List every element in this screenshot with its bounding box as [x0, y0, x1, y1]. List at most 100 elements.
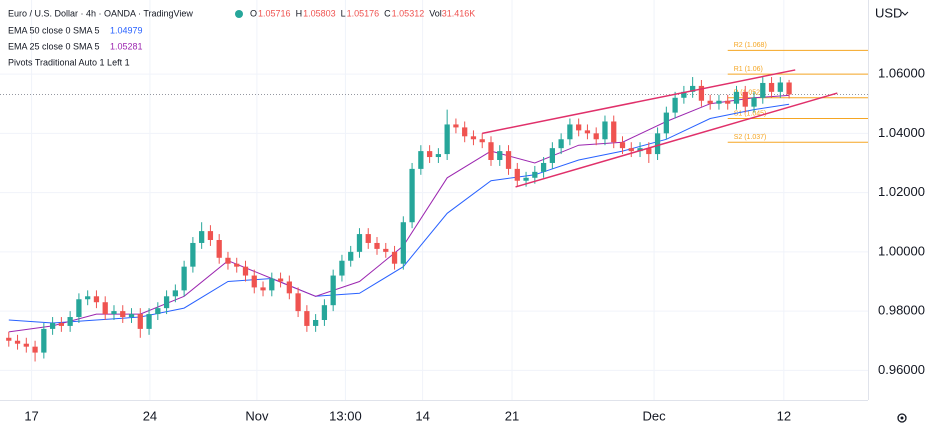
candle-body — [199, 231, 205, 243]
candle-body — [470, 136, 477, 140]
candle-body — [760, 82, 766, 98]
ohlc-value: 1.05716 — [258, 8, 291, 18]
currency-caret — [901, 11, 909, 16]
candle-body — [234, 263, 240, 267]
volume-value: 31.416K — [442, 8, 476, 18]
legend-value: 1.05281 — [110, 41, 143, 51]
candle-body — [646, 148, 652, 155]
candle-body — [348, 251, 354, 261]
candle-body — [181, 266, 187, 291]
candle-body — [41, 328, 47, 353]
candle-body — [777, 82, 783, 92]
candle-body — [602, 121, 608, 140]
candle-body — [49, 322, 56, 329]
candle-body — [146, 314, 152, 329]
candle-body — [619, 142, 626, 149]
candle-body — [611, 121, 617, 143]
candle-body — [593, 133, 599, 140]
candle-body — [488, 142, 494, 160]
x-tick-label: 12 — [777, 408, 791, 423]
candle-body — [716, 100, 722, 104]
y-tick-label: 1.00000 — [878, 243, 925, 258]
candle-body — [58, 322, 65, 326]
candle-body — [409, 168, 415, 223]
x-tick-label: Nov — [245, 408, 269, 423]
x-tick-label: 13:00 — [329, 408, 362, 423]
trendline — [482, 69, 796, 135]
candle-body — [383, 248, 389, 252]
candle-body — [725, 100, 731, 104]
candle-body — [321, 305, 328, 320]
legend: Euro / U.S. Dollar · 4h · OANDA · Tradin… — [8, 8, 475, 67]
ohlc-value: 1.05176 — [347, 8, 380, 18]
volume-label: Vol — [429, 8, 442, 18]
candle-body — [339, 260, 345, 276]
currency[interactable]: USD — [875, 5, 902, 20]
x-tick-label: 24 — [143, 408, 157, 423]
pivot-label: S1 (1.045) — [734, 110, 767, 117]
candle-body — [6, 337, 12, 341]
candle-body — [444, 124, 450, 155]
candle-body — [435, 154, 442, 158]
candle-body — [628, 148, 634, 152]
candle-body — [505, 151, 512, 169]
candle-body — [549, 148, 555, 163]
y-tick-label: 0.98000 — [878, 303, 925, 318]
legend-entry: Pivots Traditional Auto 1 Left 1 — [8, 57, 130, 67]
y-tick-label: 0.96000 — [878, 362, 925, 377]
candle-body — [286, 281, 292, 294]
candle-body — [391, 251, 398, 264]
pivot-label: P (1.052) — [734, 90, 763, 97]
candle-body — [663, 112, 669, 134]
candle-body — [85, 296, 91, 300]
candle-body — [163, 296, 170, 309]
candle-body — [251, 275, 257, 288]
candle-body — [681, 91, 687, 98]
candle-body — [672, 97, 678, 113]
candle-body — [768, 82, 775, 92]
candle-body — [93, 296, 100, 303]
candle-body — [111, 311, 117, 315]
candle-body — [365, 234, 371, 243]
grid — [0, 0, 868, 400]
candle-body — [304, 311, 310, 326]
candle-body — [514, 168, 520, 181]
legend-entry: EMA 25 close 0 SMA 5 — [8, 41, 100, 51]
candle-body — [356, 234, 363, 252]
settings-icon[interactable] — [897, 413, 907, 423]
candle-body — [523, 177, 529, 181]
candle-body — [277, 278, 284, 282]
candle-body — [558, 139, 564, 149]
y-tick-label: 1.02000 — [878, 184, 925, 199]
chart-title: Euro / U.S. Dollar · 4h · OANDA · Tradin… — [8, 8, 193, 18]
ohlc-label: O — [250, 8, 257, 18]
legend-entry: EMA 50 close 0 SMA 5 — [8, 25, 100, 35]
candle-body — [786, 82, 792, 95]
candle-body — [576, 124, 582, 131]
legend-value: 1.04979 — [110, 25, 143, 35]
pivot-label: R2 (1.068) — [734, 42, 767, 49]
candle-body — [540, 162, 547, 172]
x-tick-label: 21 — [505, 408, 519, 423]
candle-body — [14, 340, 21, 344]
candle-body — [128, 314, 135, 318]
candle-body — [751, 97, 757, 107]
candle-body — [330, 275, 336, 306]
candle-body — [225, 257, 231, 264]
ohlc-label: H — [296, 8, 303, 18]
candle-body — [637, 148, 643, 152]
candle-body — [426, 151, 433, 158]
candle-body — [497, 151, 503, 160]
pivot-label: R1 (1.06) — [734, 66, 763, 73]
x-tick-label: 17 — [24, 408, 38, 423]
candle-body — [190, 242, 196, 267]
trendline — [515, 92, 838, 188]
candle-body — [654, 133, 661, 155]
gear-center — [900, 416, 904, 420]
candle-body — [733, 91, 740, 104]
candle-body — [155, 308, 161, 315]
ohlc: O 1.05716 H 1.05803 L 1.05176 C 1.05312 Vol 31.41… — [250, 8, 475, 18]
pivot-label: S2 (1.037) — [734, 134, 767, 141]
candle-body — [137, 314, 143, 329]
candle-body — [102, 302, 108, 315]
